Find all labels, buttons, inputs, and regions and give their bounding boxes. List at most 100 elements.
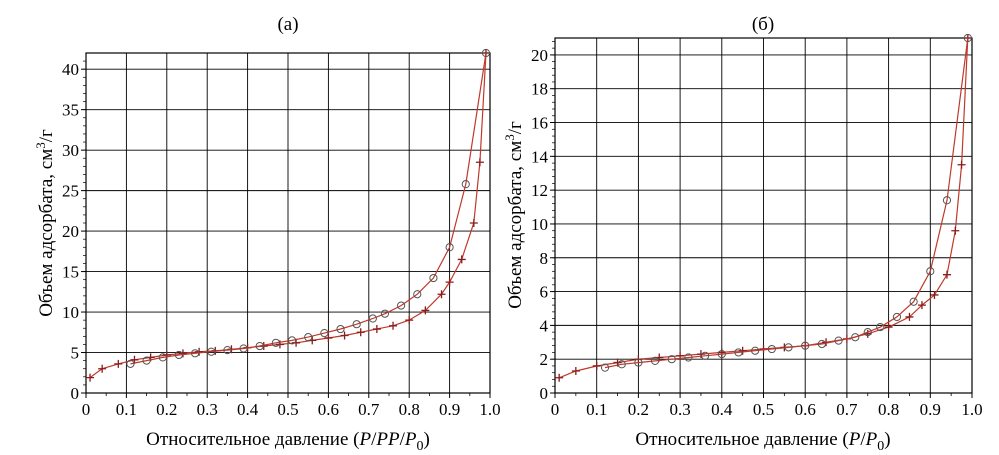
data-point-circle: [397, 301, 406, 310]
data-point-circle: [667, 355, 676, 364]
data-point-plus: [437, 290, 446, 299]
data-point-plus: [324, 333, 333, 342]
x-tick-label: 0.3: [197, 400, 218, 419]
data-point-circle: [863, 328, 872, 337]
data-point-circle: [734, 348, 743, 357]
y-tick-label: 0: [540, 384, 549, 403]
y-tick-label: 16: [531, 114, 548, 133]
data-point-plus: [905, 312, 914, 321]
data-point-circle: [239, 344, 248, 353]
data-point-circle: [174, 350, 184, 360]
data-point-circle: [751, 346, 760, 355]
data-point-circle: [320, 328, 329, 338]
x-tick-label: 1.0: [961, 400, 982, 419]
data-point-plus: [195, 347, 204, 356]
y-tick-label: 20: [531, 46, 548, 65]
data-point-circle: [926, 267, 935, 276]
x-tick-label: 0.8: [878, 400, 899, 419]
data-point-circle: [336, 324, 345, 334]
y-tick-label: 30: [62, 141, 79, 160]
data-point-plus: [445, 278, 454, 287]
y-axis-label: Объем адсорбата, см3/г: [33, 129, 57, 317]
series-line-circle: [604, 37, 969, 369]
panel-title: (б): [752, 14, 774, 35]
y-tick-label: 15: [62, 263, 79, 282]
data-point-plus: [917, 301, 926, 310]
data-point-plus: [86, 373, 95, 382]
data-point-plus: [717, 348, 726, 357]
data-point-circle: [717, 350, 726, 359]
panel-title: (а): [277, 14, 298, 35]
data-point-plus: [738, 346, 747, 355]
data-point-circle: [834, 336, 843, 345]
x-tick-label: 0.8: [399, 400, 420, 419]
data-point-plus: [951, 226, 960, 235]
data-point-plus: [555, 373, 564, 382]
x-tick-label: 0.1: [586, 400, 607, 419]
data-point-circle: [784, 343, 793, 352]
data-point-circle: [634, 358, 643, 367]
x-axis-label: Относительное давление (P/PP/P0): [146, 429, 430, 454]
data-point-plus: [405, 316, 414, 325]
data-point-circle: [413, 290, 422, 299]
data-point-plus: [957, 160, 966, 169]
x-tick-label: 0.2: [628, 400, 649, 419]
data-point-plus: [571, 367, 580, 376]
data-point-plus: [469, 219, 478, 227]
x-tick-label: 0.7: [358, 400, 380, 419]
x-tick-label: 0.4: [711, 400, 733, 419]
data-point-circle: [142, 356, 151, 365]
x-tick-label: 0.7: [836, 400, 858, 419]
data-point-circle: [600, 363, 610, 372]
data-point-plus: [389, 321, 398, 330]
y-tick-label: 18: [531, 80, 548, 99]
y-tick-label: 0: [71, 384, 80, 403]
y-axis-label: Объем адсорбата, см3/г: [502, 121, 526, 309]
data-point-plus: [457, 255, 466, 264]
data-point-circle: [190, 349, 200, 358]
x-tick-label: 0.3: [669, 400, 690, 419]
data-point-circle: [207, 347, 216, 356]
data-point-plus: [592, 361, 601, 370]
data-point-circle: [223, 345, 232, 355]
data-point-circle: [255, 341, 264, 351]
data-point-plus: [942, 270, 951, 279]
x-tick-label: 0.1: [116, 400, 137, 419]
x-tick-label: 0: [551, 400, 560, 419]
data-point-circle: [352, 320, 361, 329]
y-tick-label: 20: [62, 222, 79, 241]
x-tick-label: 0: [82, 400, 91, 419]
data-point-circle: [963, 33, 972, 43]
y-tick-label: 6: [540, 283, 549, 302]
data-point-circle: [429, 273, 438, 283]
data-point-circle: [380, 309, 390, 318]
x-tick-label: 0.9: [439, 400, 460, 419]
y-tick-label: 10: [62, 303, 79, 322]
x-tick-label: 0.6: [795, 400, 816, 419]
x-tick-label: 0.2: [156, 400, 177, 419]
x-tick-label: 1.0: [479, 400, 500, 419]
data-point-plus: [340, 331, 349, 340]
series-line-plus: [89, 52, 487, 379]
data-point-circle: [126, 359, 135, 368]
data-point-circle: [767, 344, 776, 354]
x-axis-label: Относительное давление (P/P0): [635, 429, 890, 454]
data-point-circle: [158, 353, 167, 362]
data-point-circle: [892, 312, 902, 322]
data-point-circle: [287, 336, 297, 345]
data-point-circle: [851, 333, 860, 342]
data-point-circle: [701, 351, 710, 360]
y-tick-label: 10: [531, 215, 548, 234]
x-tick-label: 0.5: [277, 400, 298, 419]
data-point-plus: [356, 328, 365, 337]
y-tick-label: 4: [540, 316, 549, 335]
data-point-circle: [617, 360, 626, 369]
y-tick-label: 40: [62, 60, 79, 79]
data-point-circle: [304, 333, 313, 342]
x-tick-label: 0.4: [237, 400, 259, 419]
y-tick-label: 25: [62, 182, 79, 201]
data-point-circle: [801, 341, 810, 350]
x-tick-label: 0.9: [920, 400, 941, 419]
y-tick-label: 35: [62, 101, 79, 120]
chart-panel-a: 0 0.1 0.2 0.3 0.4 0.5 0.6 0.7 0.8 0.9 1.0 0 5 10 15 20 2…: [33, 14, 501, 454]
